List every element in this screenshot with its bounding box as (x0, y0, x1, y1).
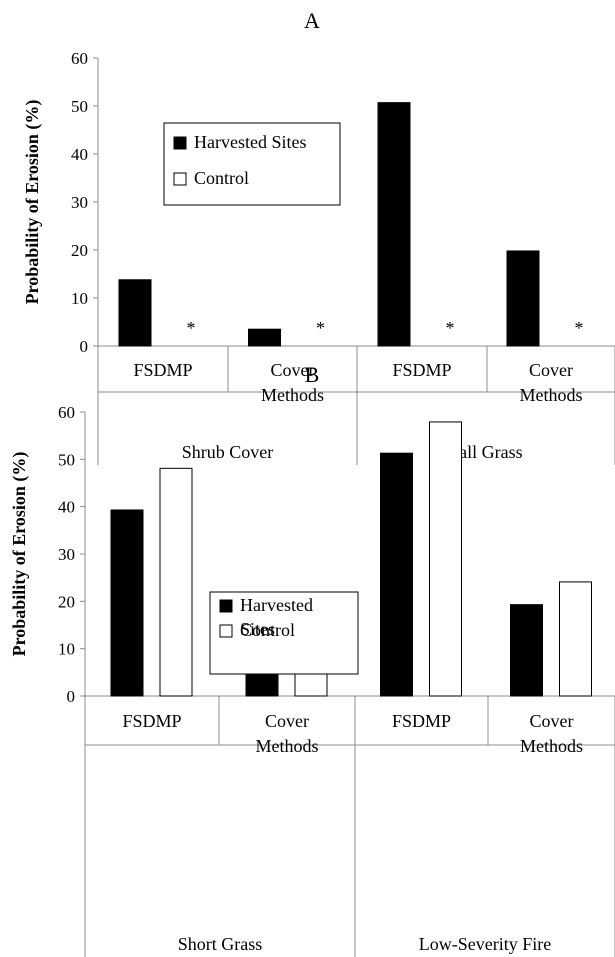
control-marker: * (316, 318, 325, 338)
chart-panel-a: A Probability of Erosion (%) 0 10 20 30 40 50 60… (22, 8, 615, 465)
bar-harvested (510, 604, 543, 697)
y-tick-label: 40 (71, 145, 88, 164)
y-tick-label: 20 (71, 241, 88, 260)
legend-swatch-control (173, 172, 187, 186)
y-tick-label: 30 (58, 545, 75, 564)
y-tick-label: 30 (71, 193, 88, 212)
y-axis-label: Probability of Erosion (%) (9, 452, 30, 657)
legend-box (163, 122, 341, 206)
y-tick-label: 50 (58, 450, 75, 469)
x-tick-label: FSDMP (122, 711, 181, 731)
y-tick-label: 60 (71, 49, 88, 68)
bar-harvested (118, 279, 152, 347)
x-tick-label: Cover (529, 360, 573, 380)
y-tick-label: 20 (58, 592, 75, 611)
legend-label: Harvested Sites (194, 132, 306, 152)
x-tick-label: FSDMP (133, 360, 192, 380)
control-marker: * (446, 318, 455, 338)
y-tick-label: 10 (58, 640, 75, 659)
bar-harvested (380, 452, 413, 697)
x-group-label: Low-Severity Fire (419, 934, 551, 954)
x-tick-label: Methods (261, 385, 324, 405)
y-tick-label: 40 (58, 498, 75, 517)
legend-label: Harvested (240, 595, 313, 615)
x-tick-label: Methods (256, 736, 319, 756)
x-tick-label: FSDMP (392, 360, 451, 380)
legend-swatch-control (219, 624, 233, 638)
x-tick-label: Cover (530, 711, 574, 731)
bar-control (159, 467, 193, 697)
bar-control (429, 421, 462, 697)
x-tick-label: Cover (271, 360, 315, 380)
x-group-label: Shrub Cover (182, 442, 274, 462)
control-marker: * (187, 318, 196, 338)
x-group-label: Tall Grass (449, 442, 522, 462)
y-axis-label: Probability of Erosion (%) (22, 100, 43, 305)
legend-label: Control (194, 168, 249, 188)
x-tick-label: Methods (520, 736, 583, 756)
legend-swatch-harvested (219, 599, 233, 613)
x-tick-label: Methods (520, 385, 583, 405)
bar-harvested (506, 250, 540, 347)
x-group-label: Short Grass (178, 934, 263, 954)
y-tick-label: 0 (67, 687, 76, 706)
control-marker: * (575, 318, 584, 338)
legend-swatch-harvested (173, 136, 187, 150)
y-tick-label: 50 (71, 97, 88, 116)
legend-label: Control (240, 620, 295, 640)
bar-harvested (110, 509, 144, 697)
y-tick-label: 60 (58, 403, 75, 422)
y-tick-label: 10 (71, 289, 88, 308)
y-tick-label: 0 (80, 337, 89, 356)
chart-panel-b: B Probability of Erosion (%) 0 10 20 30 40 50 60… (9, 362, 615, 957)
bar-harvested (248, 328, 281, 347)
x-tick-label: FSDMP (392, 711, 451, 731)
legend-label: Sites (240, 619, 275, 639)
bar-control (559, 581, 592, 697)
chart-title: A (304, 8, 320, 33)
bar-harvested (377, 102, 411, 347)
x-tick-label: Cover (265, 711, 309, 731)
chart-title: B (305, 362, 320, 387)
legend-box (209, 591, 359, 675)
